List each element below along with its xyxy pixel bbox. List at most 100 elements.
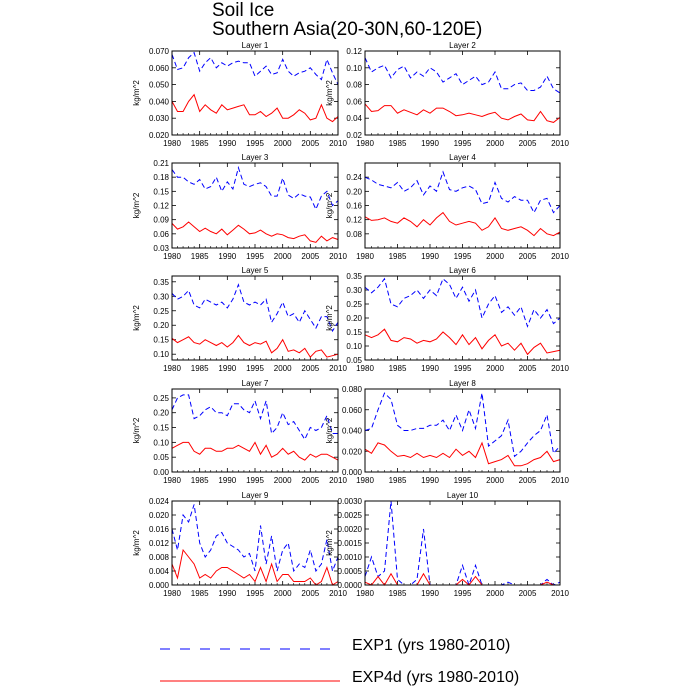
y-tick-label: 0.020 <box>149 511 170 520</box>
chart-panel: Layer 7 kg/m^2 1980 1985 1990 1995 2000 2005 201… <box>132 379 347 485</box>
panel-title: Layer 6 <box>449 266 476 275</box>
y-tick-label: 0.15 <box>153 336 169 345</box>
x-tick-label: 1980 <box>356 139 374 148</box>
plot-frame <box>171 50 339 136</box>
chart-panel: Layer 1 kg/m^2 1980 1985 1990 1995 2000 2005 201… <box>132 41 347 148</box>
y-tick-label: 0.06 <box>153 230 169 239</box>
x-tick-label: 1990 <box>421 139 439 148</box>
x-tick-label: 2000 <box>274 252 292 261</box>
series-line-exp1 <box>171 504 339 573</box>
x-tick-label: 1980 <box>356 589 374 598</box>
x-tick-label: 1995 <box>246 252 264 261</box>
y-tick-label: 0.12 <box>346 47 362 56</box>
x-tick-label: 2010 <box>551 589 569 598</box>
y-tick-label: 0.06 <box>346 97 362 106</box>
y-tick-label: 0.21 <box>153 159 169 168</box>
chart-panel: Layer 10 kg/m^2 1980 1985 1990 1995 2000 2005 20… <box>325 491 569 598</box>
y-axis-label: kg/m^2 <box>325 305 334 331</box>
y-tick-label: 0.35 <box>153 278 169 287</box>
series-line-exp1 <box>364 392 561 458</box>
x-tick-label: 1990 <box>218 252 236 261</box>
x-tick-label: 2005 <box>301 476 319 485</box>
x-tick-label: 2010 <box>329 252 347 261</box>
x-tick-label: 1995 <box>454 139 472 148</box>
y-tick-label: 0.10 <box>346 64 362 73</box>
y-axis-label: kg/m^2 <box>132 80 141 106</box>
x-tick-label: 1990 <box>421 476 439 485</box>
x-tick-label: 1985 <box>389 589 407 598</box>
plot-frame <box>364 162 561 249</box>
x-tick-label: 1985 <box>389 476 407 485</box>
x-tick-label: 1990 <box>218 589 236 598</box>
legend-label-exp1: EXP1 (yrs 1980-2010) <box>352 637 511 654</box>
y-tick-label: 0.25 <box>153 307 169 316</box>
y-tick-label: 0.0015 <box>338 539 363 548</box>
y-tick-label: 0.080 <box>342 385 363 394</box>
panel-title: Layer 8 <box>449 379 476 388</box>
x-tick-label: 1985 <box>191 364 209 373</box>
series-line-exp4d <box>364 211 561 237</box>
series-line-exp1 <box>171 283 339 333</box>
series-line-exp1 <box>171 394 338 441</box>
x-tick-label: 1995 <box>454 364 472 373</box>
y-tick-label: 0.030 <box>149 114 170 123</box>
x-tick-label: 2000 <box>274 476 292 485</box>
x-tick-label: 1980 <box>356 364 374 373</box>
y-tick-label: 0.0020 <box>338 525 363 534</box>
series-line-exp1 <box>364 170 561 214</box>
y-tick-label: 0.060 <box>342 406 363 415</box>
y-tick-label: 0.20 <box>346 187 362 196</box>
x-tick-label: 1995 <box>454 252 472 261</box>
y-tick-label: 0.02 <box>346 131 362 140</box>
series-line-exp1 <box>364 57 561 94</box>
y-tick-label: 0.03 <box>153 244 169 253</box>
x-tick-label: 1995 <box>246 476 264 485</box>
x-tick-label: 1980 <box>163 476 181 485</box>
series-line-exp4d <box>171 93 339 123</box>
y-tick-label: 0.20 <box>346 314 362 323</box>
x-tick-label: 2005 <box>519 589 537 598</box>
panel-title: Layer 2 <box>449 41 476 50</box>
x-tick-label: 1980 <box>163 589 181 598</box>
y-axis-label: kg/m^2 <box>132 417 141 443</box>
y-tick-label: 0.12 <box>153 202 169 211</box>
y-axis-label: kg/m^2 <box>325 80 334 106</box>
x-tick-label: 1990 <box>218 476 236 485</box>
x-tick-label: 2010 <box>551 476 569 485</box>
plot-frame <box>364 50 561 136</box>
plot-frame <box>364 275 561 361</box>
y-tick-label: 0.0000 <box>338 581 363 590</box>
y-tick-label: 0.08 <box>346 230 362 239</box>
y-axis-label: kg/m^2 <box>132 192 141 218</box>
series-line-exp4d <box>171 441 339 461</box>
chart-panel: Layer 8 kg/m^2 1980 1985 1990 1995 2000 2005 201… <box>325 379 569 485</box>
series-line-exp4d <box>364 103 561 123</box>
x-tick-label: 2000 <box>274 139 292 148</box>
plot-frame <box>171 388 339 473</box>
y-tick-label: 0.004 <box>149 567 170 576</box>
x-tick-label: 1980 <box>163 252 181 261</box>
y-tick-label: 0.024 <box>149 497 170 506</box>
plot-frame <box>171 275 339 361</box>
y-tick-label: 0.12 <box>346 216 362 225</box>
y-tick-label: 0.020 <box>149 131 170 140</box>
y-tick-label: 0.0030 <box>338 497 363 506</box>
y-tick-label: 0.060 <box>149 64 170 73</box>
x-tick-label: 1995 <box>246 589 264 598</box>
series-line-exp1 <box>171 165 339 211</box>
plot-frame <box>364 500 561 586</box>
y-tick-label: 0.35 <box>346 272 362 281</box>
x-tick-label: 1990 <box>421 252 439 261</box>
x-tick-label: 1995 <box>246 139 264 148</box>
x-tick-label: 2005 <box>301 589 319 598</box>
y-tick-label: 0.10 <box>346 342 362 351</box>
figure-title: Soil Ice <box>212 0 275 21</box>
y-tick-label: 0.20 <box>153 409 169 418</box>
y-tick-label: 0.09 <box>153 216 169 225</box>
x-tick-label: 1985 <box>191 139 209 148</box>
y-tick-label: 0.10 <box>153 438 169 447</box>
x-tick-label: 2000 <box>486 364 504 373</box>
x-tick-label: 1985 <box>389 252 407 261</box>
panel-title: Layer 7 <box>242 379 269 388</box>
chart-panel: Layer 4 kg/m^2 1980 1985 1990 1995 2000 2005 201… <box>325 153 569 261</box>
